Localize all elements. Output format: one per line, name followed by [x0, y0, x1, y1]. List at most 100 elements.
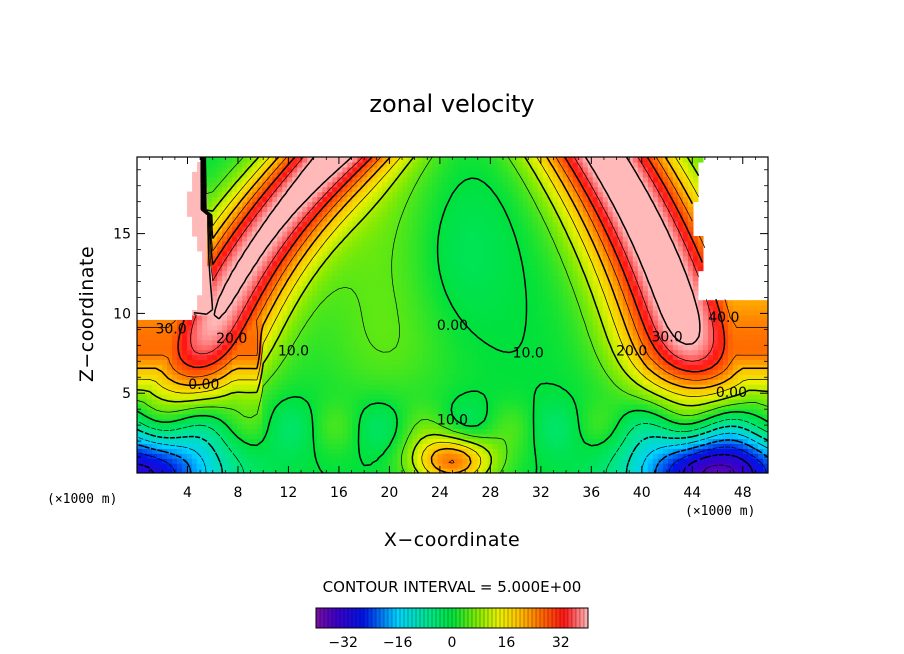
field-cell: [182, 438, 188, 444]
field-cell: [407, 300, 414, 306]
field-cell: [542, 186, 549, 193]
field-cell: [412, 398, 419, 405]
field-cell: [512, 418, 519, 425]
field-cell: [387, 329, 394, 336]
field-cell: [352, 458, 358, 464]
field-cell: [267, 453, 273, 459]
field-cell: [337, 339, 343, 346]
field-cell: [227, 384, 233, 390]
field-cell: [542, 226, 549, 232]
field-cell: [222, 196, 228, 203]
field-cell: [427, 166, 434, 173]
field-cell: [317, 453, 323, 459]
field-cell: [502, 418, 509, 425]
field-cell: [317, 255, 323, 262]
field-cell: [202, 453, 208, 459]
field-cell: [532, 315, 539, 321]
field-cell: [147, 319, 153, 326]
field-cell: [282, 359, 288, 365]
field-cell: [192, 408, 198, 415]
field-cell: [552, 191, 559, 198]
field-cell: [182, 394, 188, 400]
field-cell: [252, 369, 258, 375]
field-cell: [302, 265, 308, 272]
field-cell: [342, 166, 348, 173]
field-cell: [487, 270, 494, 277]
field-cell: [442, 191, 449, 198]
field-cell: [337, 265, 343, 272]
field-cell: [402, 236, 409, 242]
field-cell: [327, 453, 333, 459]
field-cell: [257, 319, 263, 326]
field-cell: [352, 443, 358, 449]
field-cell: [272, 171, 278, 178]
field-cell: [172, 428, 178, 435]
field-cell: [237, 265, 243, 272]
field-cell: [522, 394, 529, 400]
field-cell: [172, 394, 178, 400]
field-cell: [552, 315, 559, 321]
field-cell: [282, 433, 288, 440]
field-cell: [402, 398, 409, 405]
field-cell: [327, 201, 333, 207]
field-cell: [492, 394, 499, 400]
field-cell: [452, 216, 459, 222]
field-cell: [437, 196, 444, 203]
field-cell: [552, 255, 559, 262]
field-cell: [217, 423, 223, 430]
field-cell: [292, 236, 298, 242]
field-cell: [357, 359, 363, 365]
field-cell: [302, 428, 308, 435]
field-cell: [247, 319, 253, 326]
field-cell: [222, 428, 228, 435]
field-cell: [547, 300, 554, 306]
field-cell: [377, 418, 383, 425]
field-cell: [372, 344, 378, 351]
field-cell: [397, 161, 404, 168]
field-cell: [397, 403, 404, 410]
field-cell: [492, 468, 499, 473]
field-cell: [382, 275, 388, 282]
field-cell: [512, 319, 519, 326]
field-cell: [192, 319, 198, 326]
field-cell: [292, 359, 298, 365]
field-cell: [317, 463, 323, 469]
field-cell: [152, 394, 158, 400]
field-cell: [432, 344, 439, 351]
field-cell: [242, 186, 248, 193]
field-cell: [542, 403, 549, 410]
field-cell: [307, 428, 313, 435]
field-cell: [367, 161, 373, 168]
field-cell: [452, 290, 459, 296]
field-cell: [462, 354, 469, 361]
field-cell: [342, 458, 348, 464]
field-cell: [187, 384, 193, 390]
field-cell: [487, 196, 494, 203]
field-cell: [362, 438, 368, 444]
field-cell: [492, 334, 499, 341]
field-cell: [427, 226, 434, 232]
field-cell: [272, 384, 278, 390]
field-cell: [187, 196, 193, 203]
field-cell: [402, 280, 409, 286]
field-cell: [517, 334, 524, 341]
field-cell: [217, 418, 223, 425]
field-cell: [237, 260, 243, 267]
field-cell: [387, 260, 394, 267]
field-cell: [222, 319, 228, 326]
field-cell: [337, 453, 343, 459]
field-cell: [237, 201, 243, 207]
field-cell: [217, 206, 223, 212]
field-cell: [167, 364, 173, 370]
field-cell: [467, 201, 474, 207]
field-cell: [337, 300, 343, 306]
field-cell: [262, 206, 268, 212]
field-cell: [337, 438, 343, 444]
field-cell: [182, 349, 188, 356]
field-cell: [532, 384, 539, 390]
field-cell: [257, 211, 263, 217]
field-cell: [357, 369, 363, 375]
field-cell: [222, 344, 228, 351]
field-cell: [352, 463, 358, 469]
field-cell: [542, 463, 549, 469]
